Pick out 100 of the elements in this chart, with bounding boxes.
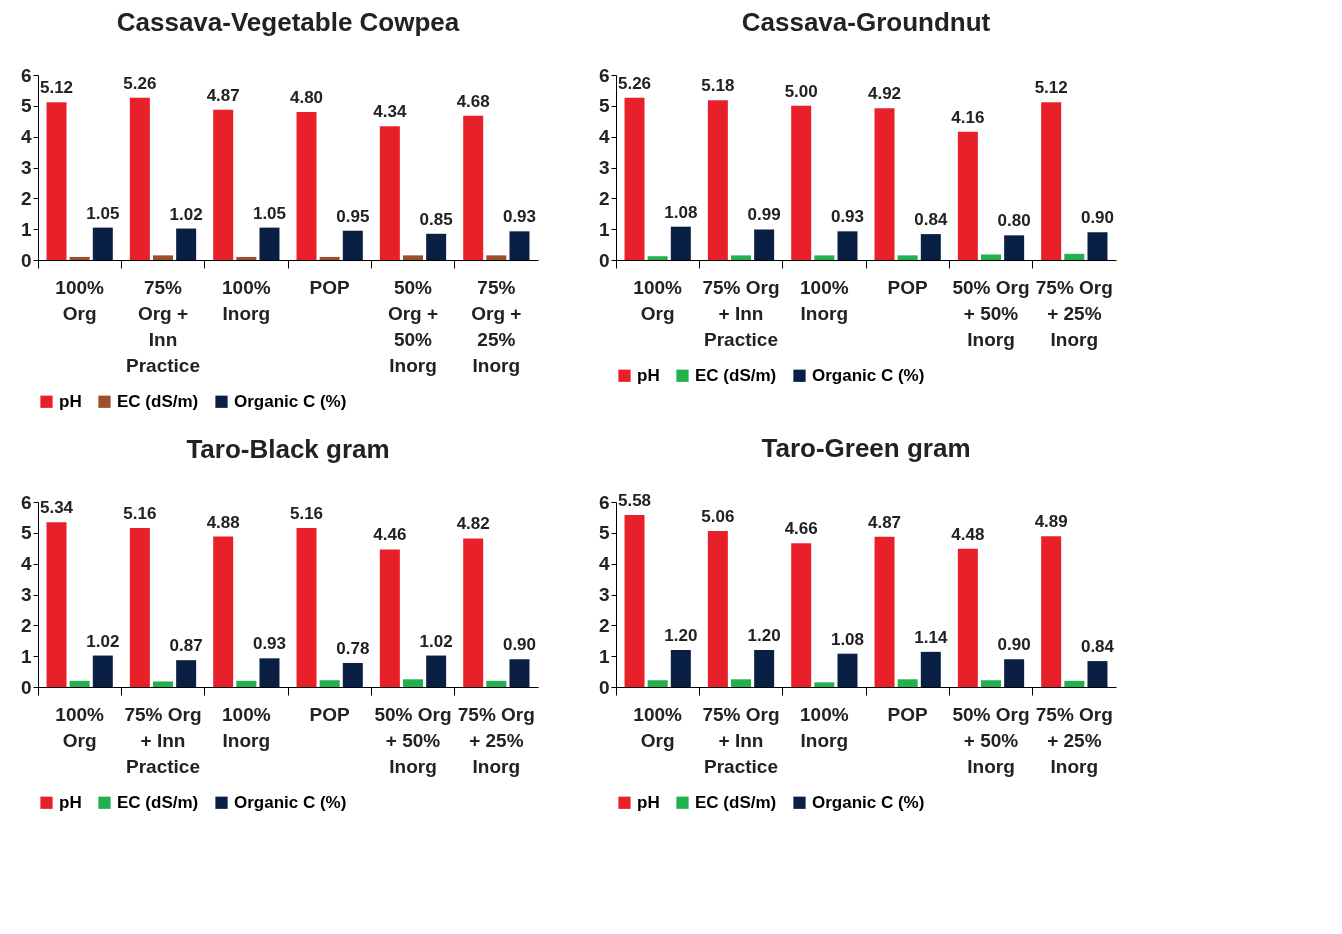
legend-label: EC (dS/m) [117, 391, 199, 411]
bar [129, 97, 150, 260]
legend-label: pH [637, 365, 660, 385]
x-tick-label: 100% Inorg [222, 276, 271, 324]
y-tick-label: 0 [20, 249, 32, 271]
data-label: 4.34 [373, 102, 407, 122]
bar [342, 662, 363, 687]
bar [874, 108, 895, 260]
data-label: 0.84 [1080, 637, 1115, 657]
legend-label: EC (dS/m) [117, 792, 199, 812]
x-tick-label: 50% Org + 50% Inorg [952, 276, 1030, 350]
chart-title: Taro-Black gram [186, 434, 390, 464]
y-tick-label: 2 [20, 187, 32, 209]
data-label: 5.12 [1034, 78, 1068, 98]
data-label: 4.88 [206, 512, 240, 532]
bar [153, 255, 173, 260]
data-label: 4.80 [289, 88, 324, 107]
bar [1004, 659, 1025, 687]
y-tick-label: 5 [598, 95, 610, 117]
data-label: 5.16 [123, 503, 157, 523]
x-tick-label: 100% Org [633, 276, 683, 324]
data-label: 4.46 [373, 525, 407, 545]
x-tick-label: 75% Org + Inn Practice [124, 703, 202, 777]
y-tick-label: 2 [20, 614, 32, 636]
bar [837, 231, 858, 260]
y-tick-label: 3 [20, 157, 32, 178]
x-tick-label: 75% Org + Inn Practice [702, 703, 780, 777]
bar [426, 233, 447, 260]
bar [176, 228, 197, 260]
x-tick-label: 75% Org + 25% Inorg [1035, 703, 1113, 777]
y-tick-label: 6 [598, 491, 610, 513]
bar [707, 100, 728, 260]
x-tick-label: 100% Inorg [800, 276, 849, 324]
data-label: 0.90 [997, 635, 1031, 655]
y-tick-label: 1 [20, 645, 32, 667]
data-label: 0.85 [419, 209, 453, 229]
data-label: 1.02 [419, 631, 453, 651]
bar [509, 231, 530, 260]
bar [213, 109, 234, 260]
x-tick-label: 50% Org + 50% Inorg [952, 703, 1030, 777]
bar [647, 680, 668, 687]
bar [342, 230, 363, 260]
data-label: 5.06 [701, 506, 735, 526]
bar [1087, 232, 1108, 260]
legend-label: EC (dS/m) [695, 365, 777, 385]
data-label: 4.82 [456, 514, 490, 534]
data-label: 4.16 [951, 107, 985, 127]
bar [897, 679, 918, 687]
data-label: 1.20 [664, 626, 698, 645]
data-label: 5.12 [39, 78, 74, 98]
bar [486, 255, 507, 260]
bar [92, 655, 113, 687]
bar [1041, 102, 1062, 260]
bar [791, 105, 812, 260]
bar [814, 255, 835, 260]
data-label: 1.14 [914, 627, 948, 647]
y-tick-label: 2 [598, 187, 610, 209]
bar [403, 679, 423, 687]
y-tick-label: 6 [20, 491, 32, 513]
y-tick-label: 0 [20, 676, 32, 698]
bar [1064, 253, 1085, 260]
y-tick-label: 4 [598, 126, 610, 148]
bar [259, 227, 280, 260]
data-label: 1.08 [664, 202, 698, 222]
bar [379, 126, 400, 260]
bar [236, 680, 257, 687]
bar [1041, 536, 1062, 687]
data-label: 1.05 [252, 203, 287, 223]
data-label: 5.26 [123, 73, 157, 93]
data-label: 5.58 [617, 490, 652, 510]
y-tick-label: 3 [598, 584, 610, 605]
x-tick-label: 50% Org + 50% Inorg [387, 276, 439, 376]
bar [670, 226, 691, 260]
x-tick-label: 100% Org [55, 276, 105, 324]
bar [754, 650, 775, 687]
y-tick-label: 4 [20, 126, 32, 148]
y-tick-label: 5 [598, 522, 610, 544]
data-label: 0.99 [747, 205, 781, 225]
y-tick-label: 0 [598, 249, 610, 271]
data-label: 5.18 [701, 76, 735, 96]
bar [463, 538, 484, 687]
bar [46, 102, 67, 260]
bar [259, 658, 280, 687]
data-label: 0.93 [830, 207, 865, 227]
bar [731, 255, 751, 260]
data-label: 0.95 [336, 206, 370, 226]
bar [1004, 235, 1025, 260]
bar [957, 131, 978, 260]
bar [897, 255, 918, 260]
bar [981, 680, 1001, 687]
y-tick-label: 6 [598, 64, 610, 86]
legend-label: Organic C (%) [234, 792, 347, 812]
data-label: 0.78 [336, 638, 370, 658]
bar [319, 680, 340, 687]
bar [670, 650, 691, 687]
data-label: 4.66 [784, 519, 818, 539]
bar [296, 112, 317, 260]
data-label: 4.48 [951, 524, 985, 544]
data-label: 5.26 [617, 73, 652, 93]
y-tick-label: 4 [598, 553, 610, 575]
